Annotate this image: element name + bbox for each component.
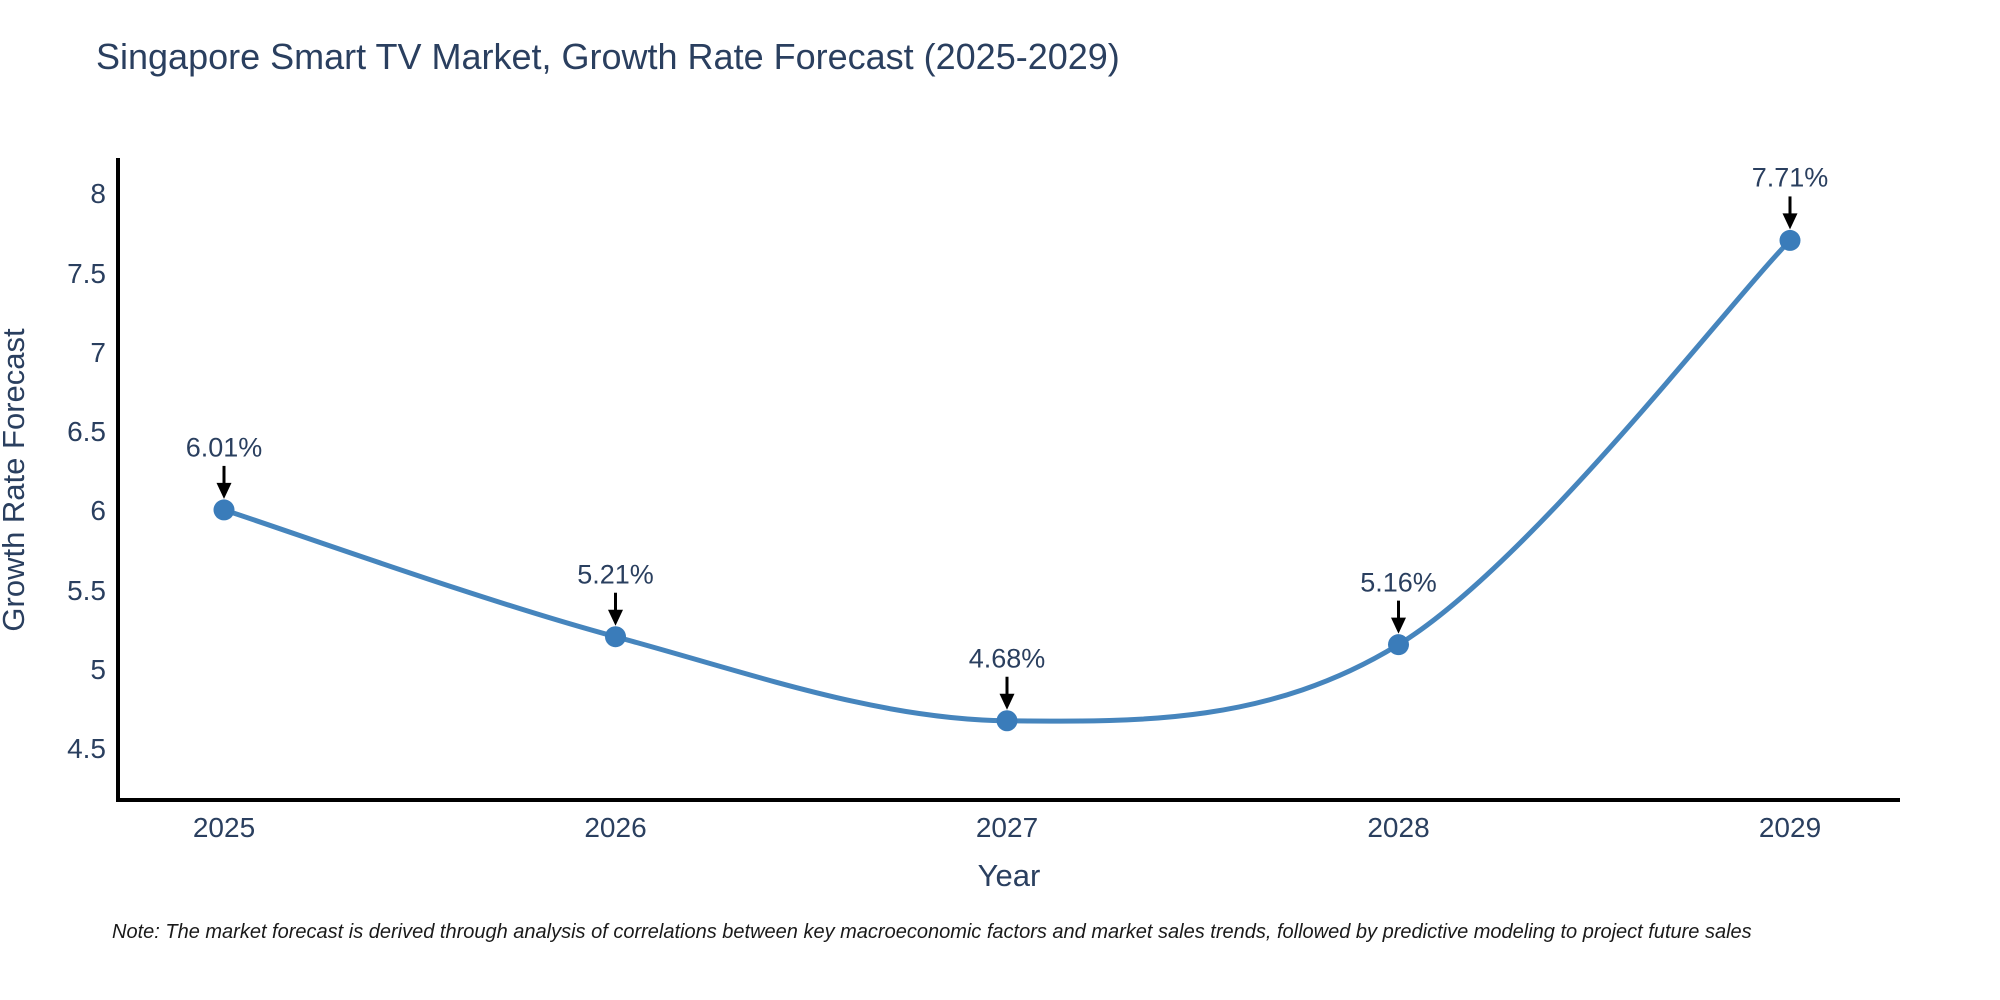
point-annotation: 4.68% [968,643,1046,674]
point-annotation: 7.71% [1751,162,1829,193]
annotation-arrowhead [1391,617,1406,634]
annotation-arrowhead [1782,213,1798,230]
annotation-arrowhead [999,693,1015,710]
x-tick-label: 2027 [975,812,1039,843]
x-tick-label: 2025 [192,812,256,843]
annotation-arrowhead [608,609,623,626]
x-axis-title: Year [977,858,1041,893]
y-tick-label: 5 [90,654,106,685]
data-point-marker [605,626,626,648]
data-point-marker [213,499,235,521]
footnote: Note: The market forecast is derived thr… [112,921,1752,943]
chart-title: Singapore Smart TV Market, Growth Rate F… [96,36,1120,77]
data-point-marker [996,710,1018,732]
y-tick-label: 7.5 [67,257,106,289]
data-point-marker [1779,229,1801,251]
y-tick-label: 5.5 [67,574,106,606]
y-axis-title: Growth Rate Forecast [0,328,31,632]
y-tick-label: 4.5 [67,733,106,765]
x-tick-label: 2026 [584,812,647,843]
y-tick-label: 6.5 [67,416,106,448]
data-point-marker [1388,634,1409,656]
y-tick-label: 8 [90,178,106,210]
y-tick-label: 7 [90,336,106,368]
point-annotation: 6.01% [185,432,263,463]
point-annotation: 5.21% [577,559,654,590]
annotation-arrowhead [216,482,232,499]
x-tick-label: 2029 [1758,812,1822,843]
x-tick-label: 2028 [1367,812,1430,843]
point-annotation: 5.16% [1360,567,1437,598]
y-tick-label: 6 [90,495,106,527]
